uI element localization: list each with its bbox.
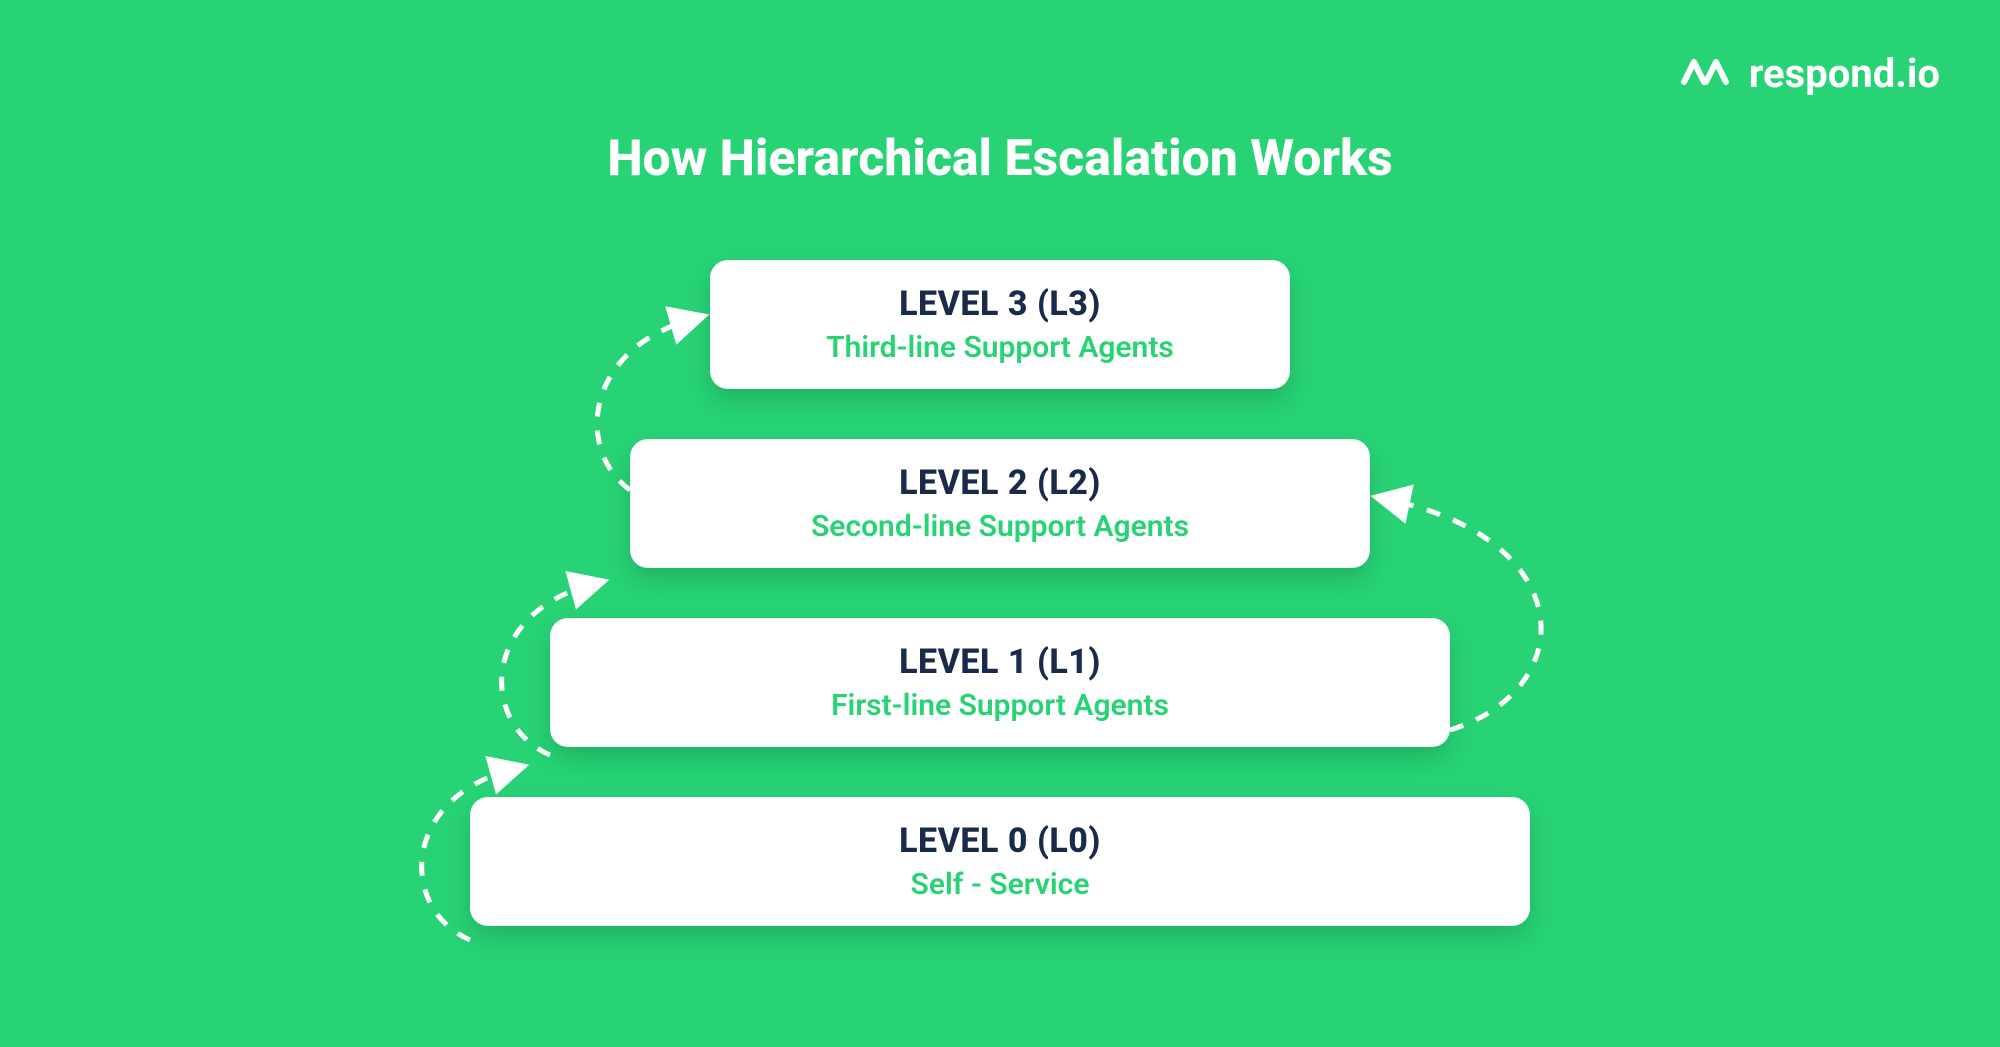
level-3-subtitle: Third-line Support Agents — [750, 330, 1250, 365]
level-2-subtitle: Second-line Support Agents — [670, 509, 1330, 544]
level-1-subtitle: First-line Support Agents — [590, 688, 1410, 723]
level-0-box: LEVEL 0 (L0) Self - Service — [470, 797, 1530, 926]
level-1-title: LEVEL 1 (L1) — [590, 642, 1410, 682]
level-0-subtitle: Self - Service — [510, 867, 1490, 902]
diagram-canvas: respond.io How Hierarchical Escalation W… — [0, 0, 2000, 1047]
level-2-box: LEVEL 2 (L2) Second-line Support Agents — [630, 439, 1370, 568]
logo-text: respond.io — [1749, 50, 1940, 97]
escalation-pyramid: LEVEL 3 (L3) Third-line Support Agents L… — [470, 260, 1530, 926]
brand-logo: respond.io — [1681, 50, 1940, 97]
level-2-title: LEVEL 2 (L2) — [670, 463, 1330, 503]
page-title: How Hierarchical Escalation Works — [607, 130, 1392, 188]
logo-mark-icon — [1681, 54, 1739, 94]
level-1-box: LEVEL 1 (L1) First-line Support Agents — [550, 618, 1450, 747]
level-3-title: LEVEL 3 (L3) — [750, 284, 1250, 324]
level-0-title: LEVEL 0 (L0) — [510, 821, 1490, 861]
level-3-box: LEVEL 3 (L3) Third-line Support Agents — [710, 260, 1290, 389]
